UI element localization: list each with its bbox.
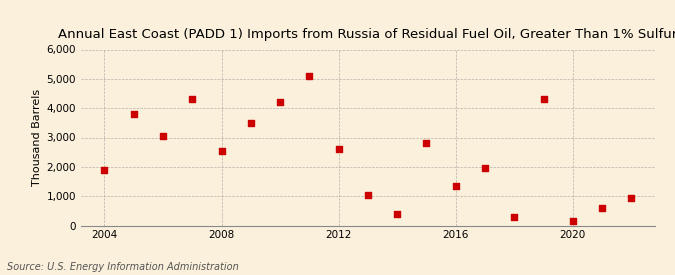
- Point: [157, 134, 168, 138]
- Point: [304, 74, 315, 78]
- Point: [509, 214, 520, 219]
- Point: [392, 211, 402, 216]
- Title: Annual East Coast (PADD 1) Imports from Russia of Residual Fuel Oil, Greater Tha: Annual East Coast (PADD 1) Imports from …: [58, 28, 675, 42]
- Point: [128, 112, 139, 116]
- Point: [626, 196, 637, 200]
- Point: [275, 100, 286, 104]
- Point: [538, 97, 549, 101]
- Point: [421, 141, 432, 145]
- Point: [246, 121, 256, 125]
- Point: [597, 206, 608, 210]
- Y-axis label: Thousand Barrels: Thousand Barrels: [32, 89, 43, 186]
- Point: [450, 184, 461, 188]
- Point: [99, 167, 110, 172]
- Text: Source: U.S. Energy Information Administration: Source: U.S. Energy Information Administ…: [7, 262, 238, 272]
- Point: [333, 147, 344, 152]
- Point: [362, 192, 373, 197]
- Point: [187, 97, 198, 101]
- Point: [479, 166, 490, 170]
- Point: [216, 148, 227, 153]
- Point: [568, 219, 578, 223]
